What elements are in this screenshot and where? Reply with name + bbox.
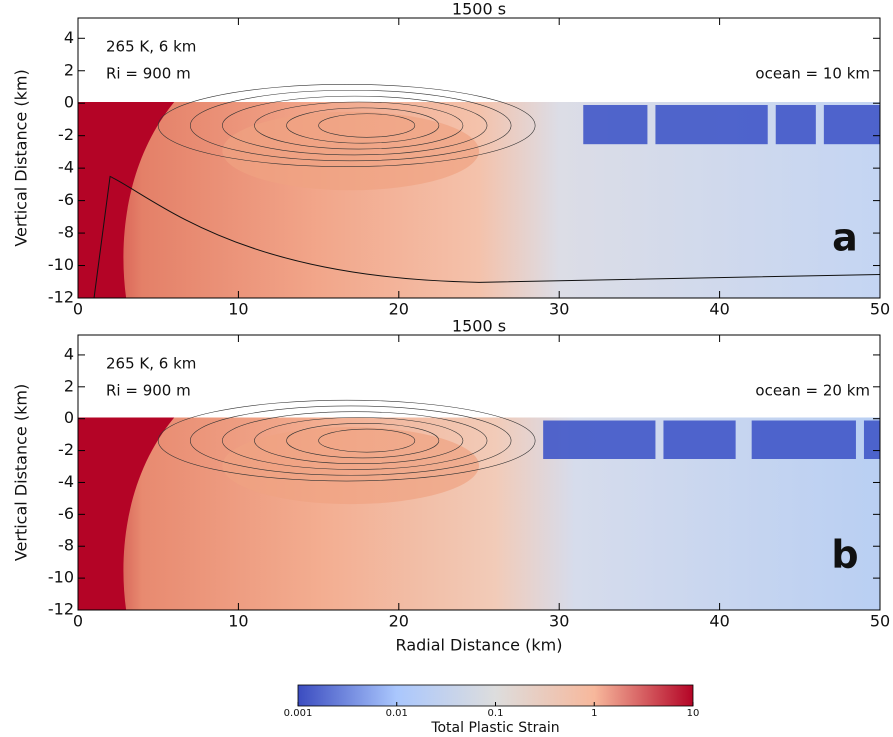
low-strain-patch bbox=[751, 420, 856, 459]
low-strain-patch bbox=[863, 420, 880, 459]
colorbar-tick-label: 0.01 bbox=[386, 708, 408, 719]
y-tick-label: -12 bbox=[48, 600, 74, 619]
y-tick-label: 2 bbox=[64, 60, 74, 79]
colorbar-tick-label: 0.001 bbox=[284, 708, 313, 719]
contour bbox=[222, 411, 488, 470]
contour bbox=[254, 101, 464, 150]
panel-title: 1500 s bbox=[452, 317, 506, 336]
y-tick-label: -10 bbox=[48, 255, 74, 274]
low-strain-patch bbox=[655, 105, 768, 145]
x-tick-label: 40 bbox=[709, 612, 729, 631]
y-tick-label: -2 bbox=[58, 440, 74, 459]
annotation: ocean = 20 km bbox=[755, 382, 870, 400]
contour bbox=[318, 113, 416, 138]
annotation: Ri = 900 m bbox=[106, 65, 191, 83]
y-tick-label: -4 bbox=[58, 158, 74, 177]
contour bbox=[157, 399, 536, 482]
field bbox=[78, 84, 880, 298]
contour bbox=[189, 89, 512, 162]
y-tick-label: 4 bbox=[64, 28, 74, 47]
left-region bbox=[78, 102, 175, 298]
contour bbox=[254, 417, 464, 465]
panel-title: 1500 s bbox=[452, 0, 506, 19]
colorbar-tick-label: 0.1 bbox=[488, 708, 504, 719]
plot-frame bbox=[77, 17, 881, 299]
y-tick-label: -4 bbox=[58, 472, 74, 491]
field bbox=[78, 399, 880, 610]
panel-label: a bbox=[832, 216, 858, 260]
x-tick-label: 0 bbox=[73, 300, 83, 319]
x-tick-label: 0 bbox=[73, 612, 83, 631]
annotation: 265 K, 6 km bbox=[106, 355, 196, 373]
x-tick-label: 10 bbox=[228, 300, 248, 319]
low-strain-patch bbox=[823, 105, 880, 145]
y-tick-label: 2 bbox=[64, 376, 74, 395]
y-tick-label: 0 bbox=[64, 408, 74, 427]
y-tick-label: -6 bbox=[58, 504, 74, 523]
plume bbox=[222, 427, 479, 505]
colorbar-tick-label: 10 bbox=[687, 708, 700, 719]
y-axis-label: Vertical Distance (km) bbox=[12, 384, 31, 561]
plume bbox=[222, 111, 479, 191]
plot-frame bbox=[77, 334, 881, 611]
contour-line bbox=[93, 175, 880, 298]
x-tick-label: 20 bbox=[389, 300, 409, 319]
low-strain-patch bbox=[583, 105, 648, 145]
y-tick-label: -12 bbox=[48, 288, 74, 307]
x-axis-label: Radial Distance (km) bbox=[396, 636, 563, 655]
field-body bbox=[78, 417, 880, 610]
contour bbox=[286, 107, 440, 144]
x-tick-label: 30 bbox=[549, 612, 569, 631]
annotation: ocean = 10 km bbox=[755, 65, 870, 83]
low-strain-patch bbox=[543, 420, 656, 459]
low-strain-patch bbox=[663, 420, 736, 459]
y-tick-label: -6 bbox=[58, 190, 74, 209]
colorbar-tick-label: 1 bbox=[591, 708, 597, 719]
x-tick-label: 40 bbox=[709, 300, 729, 319]
y-tick-label: 4 bbox=[64, 344, 74, 363]
x-tick-label: 10 bbox=[228, 612, 248, 631]
colorbar-label: Total Plastic Strain bbox=[430, 720, 559, 736]
y-axis-label: Vertical Distance (km) bbox=[12, 69, 31, 246]
x-tick-label: 50 bbox=[870, 612, 890, 631]
x-tick-label: 50 bbox=[870, 300, 890, 319]
contour bbox=[222, 95, 488, 156]
low-strain-patch bbox=[775, 105, 816, 145]
x-tick-label: 20 bbox=[389, 612, 409, 631]
left-region bbox=[78, 417, 175, 610]
contour bbox=[157, 84, 536, 167]
y-tick-label: -8 bbox=[58, 536, 74, 555]
y-tick-label: 0 bbox=[64, 93, 74, 112]
panel-label: b bbox=[831, 533, 858, 577]
y-tick-label: -2 bbox=[58, 125, 74, 144]
contour bbox=[318, 428, 416, 453]
y-tick-label: -10 bbox=[48, 568, 74, 587]
contour bbox=[189, 405, 512, 476]
annotation: 265 K, 6 km bbox=[106, 38, 196, 56]
contour bbox=[286, 422, 440, 459]
y-tick-label: -8 bbox=[58, 223, 74, 242]
x-tick-label: 30 bbox=[549, 300, 569, 319]
annotation: Ri = 900 m bbox=[106, 382, 191, 400]
